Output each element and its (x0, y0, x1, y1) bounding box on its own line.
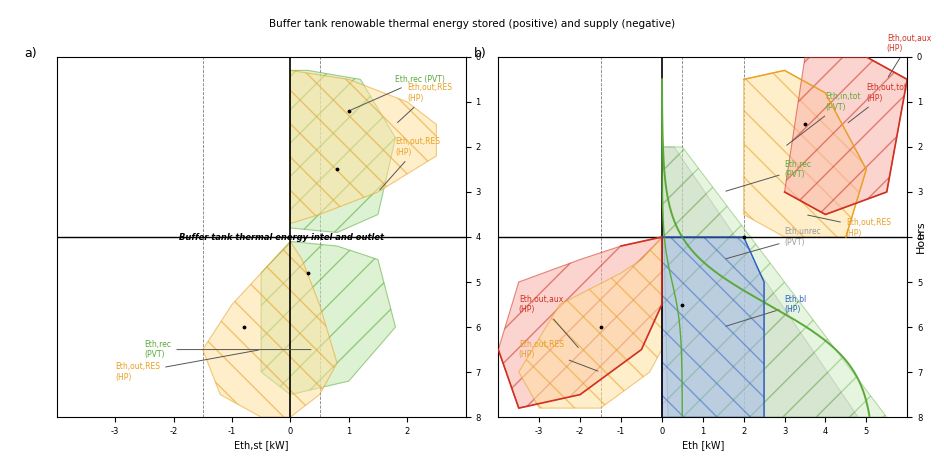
Text: Eth,out,RES
(HP): Eth,out,RES (HP) (379, 137, 440, 190)
Polygon shape (518, 237, 661, 408)
Text: Hours: Hours (915, 221, 925, 253)
Polygon shape (743, 71, 866, 237)
Text: b): b) (473, 47, 486, 60)
Text: Eth,out,tot
(HP): Eth,out,tot (HP) (847, 83, 906, 123)
Polygon shape (290, 71, 396, 233)
Polygon shape (203, 242, 337, 417)
Polygon shape (261, 242, 396, 394)
Text: Eth,out,RES
(HP): Eth,out,RES (HP) (115, 350, 258, 382)
Polygon shape (661, 147, 885, 417)
Text: Eth,rec
(PVT): Eth,rec (PVT) (725, 160, 811, 191)
Text: Eth,rec (PVT): Eth,rec (PVT) (351, 75, 445, 110)
Polygon shape (661, 237, 764, 417)
Text: a): a) (24, 47, 37, 60)
X-axis label: Eth [kW]: Eth [kW] (681, 440, 723, 450)
Text: Eth,out,aux
(HP): Eth,out,aux (HP) (518, 295, 578, 347)
Text: Eth,rec
(PVT): Eth,rec (PVT) (144, 340, 311, 359)
Polygon shape (497, 237, 661, 408)
Text: Eth,out,aux
(HP): Eth,out,aux (HP) (885, 34, 930, 77)
Text: Eth,bl
(HP): Eth,bl (HP) (725, 295, 806, 326)
Text: Eth,out,RES
(HP): Eth,out,RES (HP) (397, 83, 451, 123)
Polygon shape (661, 147, 857, 417)
Text: Eth,out,RES
(HP): Eth,out,RES (HP) (807, 215, 890, 237)
Text: Buffer tank thermal energy intel and outlet: Buffer tank thermal energy intel and out… (179, 233, 383, 241)
X-axis label: Eth,st [kW]: Eth,st [kW] (234, 440, 288, 450)
Polygon shape (784, 57, 906, 215)
Text: Eth,out,RES
(HP): Eth,out,RES (HP) (518, 340, 598, 371)
Text: Eth,in,tot
(PVT): Eth,in,tot (PVT) (786, 92, 860, 145)
Text: Buffer tank renowable thermal energy stored (positive) and supply (negative): Buffer tank renowable thermal energy sto… (269, 19, 675, 29)
Polygon shape (290, 71, 436, 224)
Text: Eth,unrec
(PVT): Eth,unrec (PVT) (725, 228, 820, 259)
